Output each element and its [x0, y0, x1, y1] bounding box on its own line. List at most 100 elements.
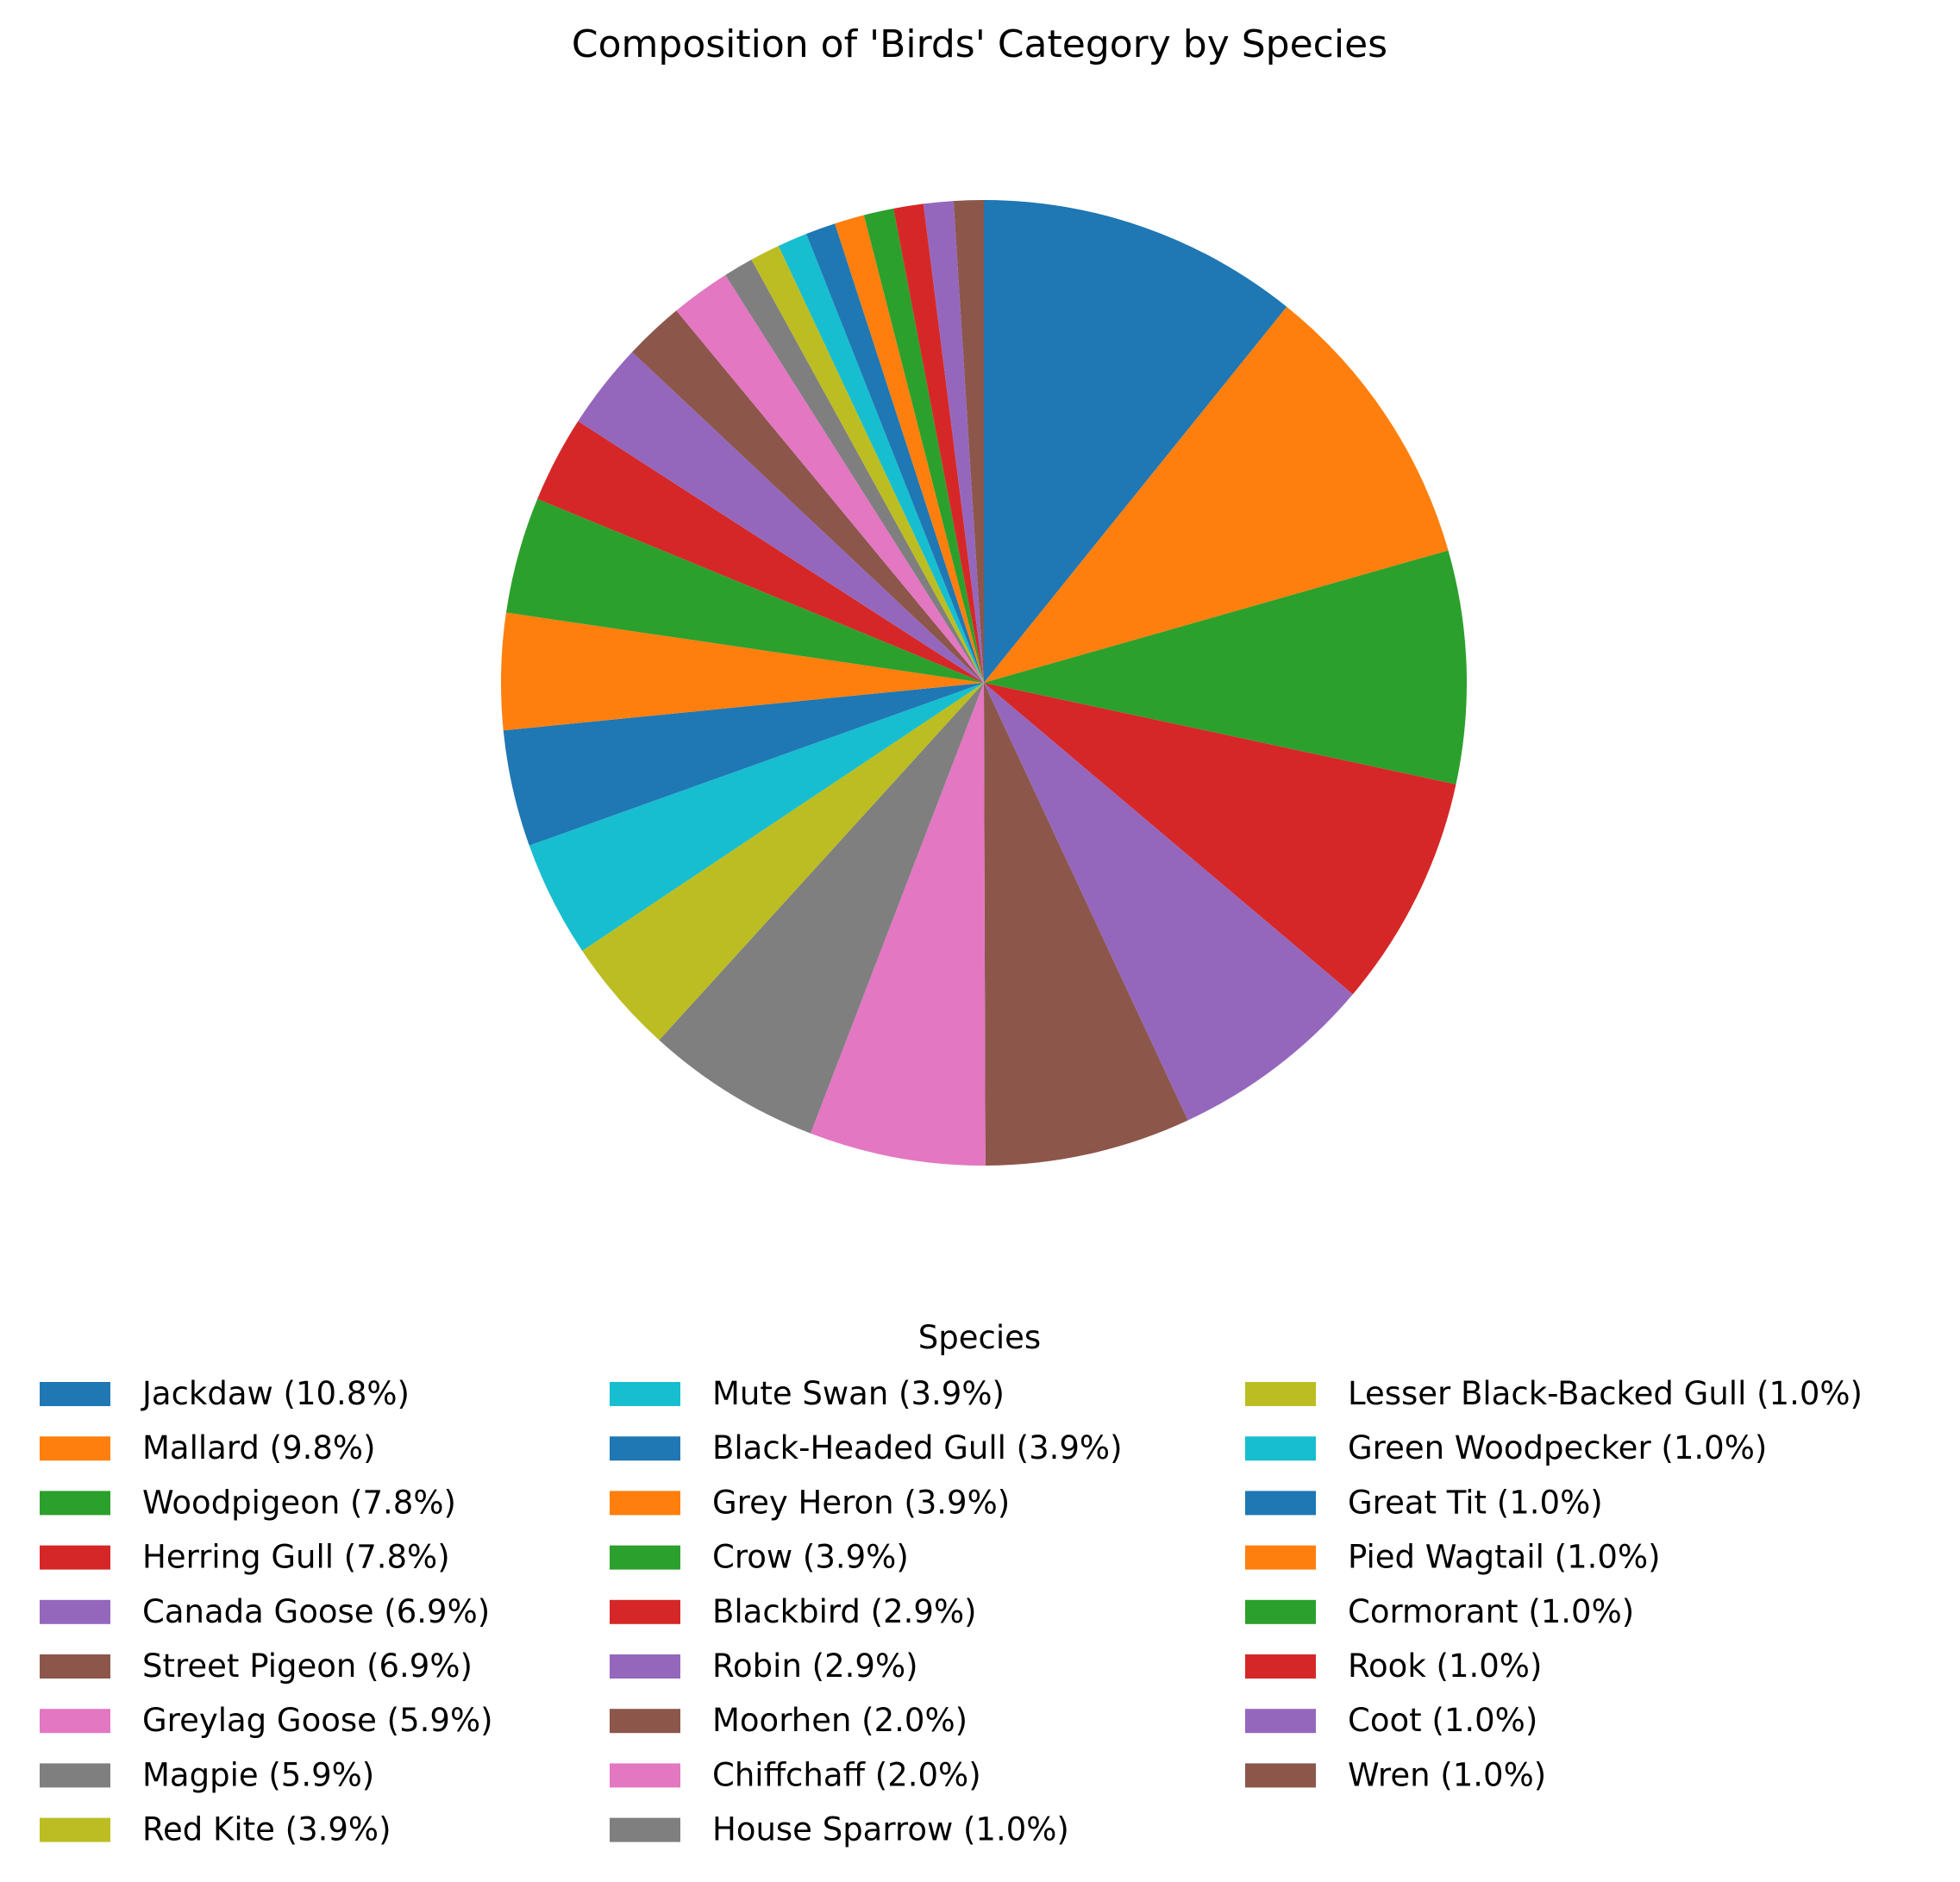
pie-slice-crow — [505, 498, 984, 683]
legend-title: Species — [918, 1319, 1041, 1356]
legend-label: Mallard (9.8%) — [142, 1429, 376, 1466]
pie-slice-moorhen — [632, 310, 984, 683]
pie-slice-green-woodpecker — [778, 234, 984, 683]
legend-label: Red Kite (3.9%) — [142, 1811, 391, 1848]
legend-item: Pied Wagtail (1.0%) — [1245, 1539, 1661, 1576]
legend-swatch — [1245, 1654, 1316, 1679]
legend-label: Chiffchaff (2.0%) — [712, 1756, 981, 1793]
pie-slice-canada-goose — [984, 683, 1353, 1121]
pie-slice-lesser-black-backed-gull — [751, 246, 984, 683]
pie-slice-grey-heron — [500, 612, 984, 731]
legend-label: Coot (1.0%) — [1348, 1702, 1537, 1739]
pie-slice-red-kite — [582, 683, 984, 1041]
pie-slice-mallard — [984, 306, 1449, 683]
legend-item: Great Tit (1.0%) — [1245, 1484, 1603, 1521]
pie-slice-black-headed-gull — [503, 683, 984, 846]
legend-label: House Sparrow (1.0%) — [712, 1811, 1069, 1848]
legend-swatch — [40, 1382, 110, 1406]
legend-item: Blackbird (2.9%) — [610, 1593, 977, 1630]
legend-swatch — [40, 1709, 110, 1734]
chart-title: Composition of 'Birds' Category by Speci… — [572, 22, 1387, 66]
legend-item: Mute Swan (3.9%) — [610, 1375, 1005, 1412]
pie-slice-magpie — [659, 683, 984, 1134]
legend-swatch — [1245, 1491, 1316, 1516]
legend-item: House Sparrow (1.0%) — [610, 1811, 1069, 1848]
legend-item: Lesser Black-Backed Gull (1.0%) — [1245, 1375, 1863, 1412]
legend-label: Herring Gull (7.8%) — [142, 1539, 450, 1576]
legend-item: Grey Heron (3.9%) — [610, 1484, 1010, 1521]
legend-label: Grey Heron (3.9%) — [712, 1484, 1010, 1521]
legend-swatch — [40, 1599, 110, 1624]
legend-item: Herring Gull (7.8%) — [40, 1539, 450, 1576]
legend-swatch — [1245, 1709, 1316, 1734]
legend-swatch — [1245, 1382, 1316, 1406]
legend-item: Greylag Goose (5.9%) — [40, 1702, 493, 1739]
legend-item: Wren (1.0%) — [1245, 1756, 1546, 1793]
legend-label: Rook (1.0%) — [1348, 1648, 1542, 1685]
legend-item: Woodpigeon (7.8%) — [40, 1484, 456, 1521]
legend-swatch — [610, 1654, 680, 1679]
legend-swatch — [610, 1491, 680, 1516]
pie-slices — [500, 200, 1468, 1166]
legend-swatch — [1245, 1436, 1316, 1461]
legend-label: Pied Wagtail (1.0%) — [1348, 1539, 1661, 1576]
legend-swatch — [610, 1709, 680, 1734]
legend-swatch — [1245, 1599, 1316, 1624]
legend-item: Coot (1.0%) — [1245, 1702, 1537, 1739]
legend-item: Mallard (9.8%) — [40, 1429, 376, 1466]
legend-swatch — [610, 1599, 680, 1624]
pie-slice-wren — [953, 200, 984, 683]
legend-label: Mute Swan (3.9%) — [712, 1375, 1005, 1412]
legend-item: Canada Goose (6.9%) — [40, 1593, 490, 1630]
pie-slice-robin — [578, 352, 984, 683]
legend-label: Green Woodpecker (1.0%) — [1348, 1429, 1767, 1466]
pie-slice-pied-wagtail — [835, 215, 984, 683]
pie-slice-mute-swan — [529, 683, 984, 951]
legend-label: Great Tit (1.0%) — [1348, 1484, 1603, 1521]
legend-label: Canada Goose (6.9%) — [142, 1593, 490, 1630]
legend-label: Wren (1.0%) — [1348, 1756, 1546, 1793]
pie-slice-greylag-goose — [810, 683, 986, 1166]
legend-swatch — [40, 1491, 110, 1516]
pie-slice-chiffchaff — [676, 275, 984, 683]
legend-swatch — [610, 1382, 680, 1406]
legend: Jackdaw (10.8%) Mallard (9.8%) Woodpigeon … — [40, 1375, 1863, 1848]
legend-item: Crow (3.9%) — [610, 1539, 909, 1576]
legend-label: Cormorant (1.0%) — [1348, 1593, 1634, 1630]
legend-label: Crow (3.9%) — [712, 1539, 909, 1576]
legend-label: Black-Headed Gull (3.9%) — [712, 1429, 1123, 1466]
legend-label: Magpie (5.9%) — [142, 1756, 374, 1793]
pie-slice-coot — [923, 201, 984, 684]
legend-swatch — [1245, 1545, 1316, 1570]
legend-item: Rook (1.0%) — [1245, 1648, 1542, 1685]
pie-slice-woodpigeon — [984, 550, 1468, 785]
legend-swatch — [610, 1545, 680, 1570]
pie-slice-cormorant — [863, 208, 984, 683]
legend-label: Greylag Goose (5.9%) — [142, 1702, 493, 1739]
legend-item: Street Pigeon (6.9%) — [40, 1648, 473, 1685]
legend-label: Moorhen (2.0%) — [712, 1702, 967, 1739]
legend-swatch — [40, 1654, 110, 1679]
legend-swatch — [40, 1817, 110, 1842]
legend-item: Robin (2.9%) — [610, 1648, 918, 1685]
legend-item: Moorhen (2.0%) — [610, 1702, 967, 1739]
legend-label: Street Pigeon (6.9%) — [142, 1648, 473, 1685]
legend-label: Woodpigeon (7.8%) — [142, 1484, 456, 1521]
legend-swatch — [1245, 1763, 1316, 1788]
legend-label: Robin (2.9%) — [712, 1648, 918, 1685]
legend-item: Green Woodpecker (1.0%) — [1245, 1429, 1767, 1466]
legend-label: Blackbird (2.9%) — [712, 1593, 977, 1630]
legend-swatch — [40, 1763, 110, 1788]
legend-swatch — [610, 1763, 680, 1788]
legend-item: Chiffchaff (2.0%) — [610, 1756, 981, 1793]
legend-swatch — [610, 1817, 680, 1842]
legend-item: Black-Headed Gull (3.9%) — [610, 1429, 1123, 1466]
legend-swatch — [40, 1545, 110, 1570]
pie-slice-herring-gull — [984, 683, 1456, 995]
legend-item: Cormorant (1.0%) — [1245, 1593, 1634, 1630]
legend-swatch — [40, 1436, 110, 1461]
legend-item: Magpie (5.9%) — [40, 1756, 374, 1793]
pie-slice-great-tit — [806, 223, 984, 684]
pie-slice-blackbird — [537, 421, 984, 683]
